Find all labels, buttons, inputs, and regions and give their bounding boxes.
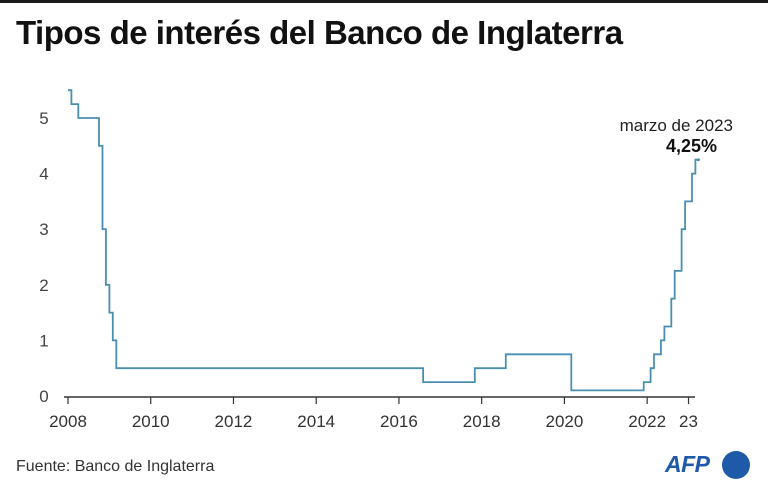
- y-tick-label: 1: [39, 331, 48, 350]
- annotation-date-label: marzo de 2023: [620, 116, 733, 135]
- x-tick-label: 2018: [463, 412, 501, 431]
- y-tick-label: 0: [39, 387, 48, 406]
- x-tick-label: 2014: [297, 412, 335, 431]
- x-tick-label: 23: [679, 412, 698, 431]
- afp-logo-dot: [722, 451, 750, 479]
- annotation-value-label: 4,25%: [666, 136, 717, 156]
- source-note: Fuente: Banco de Inglaterra: [16, 458, 215, 475]
- x-tick-label: 2022: [628, 412, 666, 431]
- chart-title: Tipos de interés del Banco de Inglaterra: [16, 14, 623, 51]
- y-tick-label: 5: [39, 109, 48, 128]
- rate-series-line: [68, 89, 699, 392]
- x-tick-label: 2008: [49, 412, 87, 431]
- top-rule: [0, 0, 768, 3]
- x-tick-label: 2012: [215, 412, 253, 431]
- rate-series-endpoint: [696, 158, 700, 162]
- y-tick-label: 4: [39, 165, 48, 184]
- x-tick-label: 2016: [380, 412, 418, 431]
- afp-logo: AFP: [665, 449, 753, 481]
- y-tick-label: 3: [39, 220, 48, 239]
- afp-logo-text: AFP: [665, 451, 710, 477]
- x-tick-label: 2020: [546, 412, 584, 431]
- x-tick-label: 2010: [132, 412, 170, 431]
- y-tick-label: 2: [39, 276, 48, 295]
